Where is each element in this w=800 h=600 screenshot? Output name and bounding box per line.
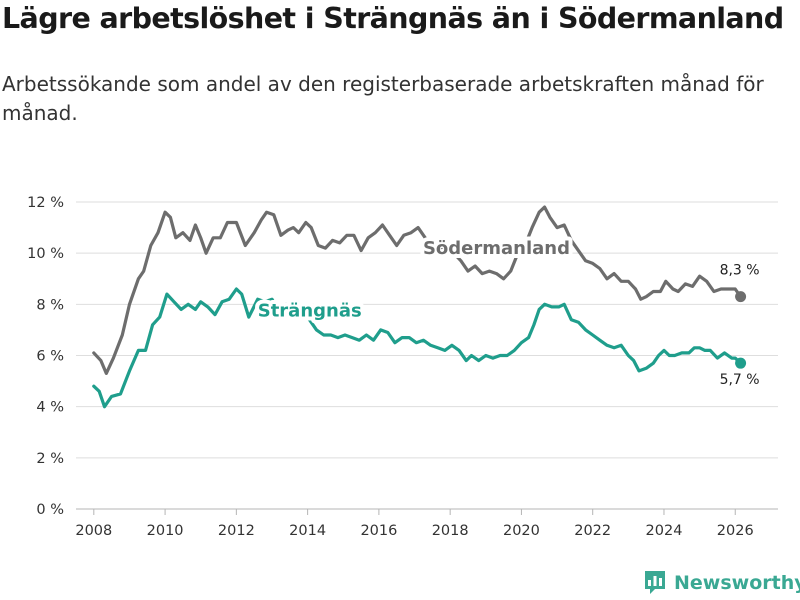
x-tick-label: 2020: [503, 523, 540, 539]
brand-name: Newsworthy: [674, 571, 800, 594]
newsworthy-chart-icon: [645, 571, 665, 594]
x-tick-label: 2008: [75, 523, 112, 539]
x-tick-label: 2022: [574, 523, 611, 539]
x-tick-label: 2018: [432, 523, 469, 539]
series-endpoint-strangnas: [735, 357, 747, 369]
series-name-label-strangnas: Strängnäs: [258, 300, 362, 321]
x-tick-label: 2026: [717, 523, 754, 539]
y-tick-label: 10 %: [27, 246, 64, 262]
chart-title: Lägre arbetslöshet i Strängnäs än i Söde…: [2, 2, 784, 35]
y-tick-label: 12 %: [27, 195, 64, 211]
x-tick-label: 2012: [218, 523, 255, 539]
x-tick-label: 2016: [360, 523, 397, 539]
y-tick-label: 4 %: [36, 400, 64, 416]
chart-subtitle: Arbetssökande som andel av den registerb…: [2, 72, 764, 125]
x-tick-label: 2014: [289, 523, 326, 539]
end-value-label-strangnas: 5,7 %: [720, 372, 760, 388]
x-tick-label: 2024: [646, 523, 683, 539]
x-tick-label: 2010: [147, 523, 184, 539]
y-tick-label: 8 %: [36, 297, 64, 313]
y-tick-label: 2 %: [36, 451, 64, 467]
newsworthy-logo: Newsworthy: [644, 570, 800, 595]
y-tick-label: 0 %: [36, 502, 64, 518]
end-value-label-sodermanland: 8,3 %: [720, 263, 760, 279]
series-line-sodermanland: [92, 205, 743, 375]
y-tick-label: 6 %: [36, 349, 64, 365]
series-line-strangnas: [92, 287, 743, 409]
series-endpoint-sodermanland: [735, 291, 747, 303]
series-name-label-sodermanland: Södermanland: [423, 238, 570, 259]
